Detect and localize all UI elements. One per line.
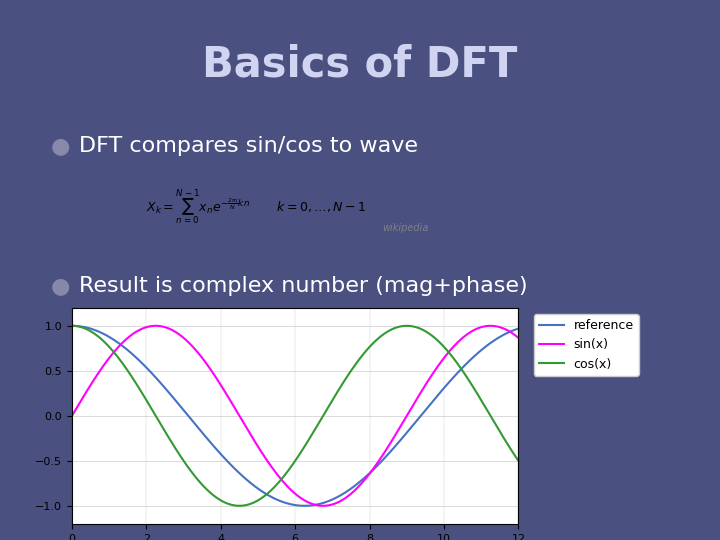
Text: wikipedia: wikipedia xyxy=(382,223,428,233)
cos(x) xyxy=(416,326,425,332)
cos(x) xyxy=(248,500,257,506)
sin(x) xyxy=(319,503,328,509)
Text: $X_k = \sum_{n=0}^{N-1} x_n e^{-\frac{2\pi i}{N}kn}$       $k=0,\ldots,N-1$: $X_k = \sum_{n=0}^{N-1} x_n e^{-\frac{2\… xyxy=(145,187,366,227)
sin(x) xyxy=(417,389,426,395)
sin(x) xyxy=(113,345,122,351)
Text: ●: ● xyxy=(50,276,70,296)
reference xyxy=(264,492,273,498)
cos(x) xyxy=(374,335,383,341)
reference xyxy=(424,403,433,409)
reference xyxy=(113,339,122,346)
sin(x) xyxy=(68,413,76,419)
Text: ●: ● xyxy=(50,136,70,156)
Legend: reference, sin(x), cos(x): reference, sin(x), cos(x) xyxy=(534,314,639,375)
cos(x) xyxy=(514,457,523,464)
sin(x) xyxy=(514,335,523,341)
sin(x) xyxy=(151,322,160,329)
cos(x) xyxy=(265,489,274,496)
Text: Basics of DFT: Basics of DFT xyxy=(202,43,518,85)
Text: DFT compares sin/cos to wave: DFT compares sin/cos to wave xyxy=(79,136,418,156)
cos(x) xyxy=(113,354,122,360)
cos(x) xyxy=(68,322,76,329)
reference xyxy=(416,413,425,419)
Line: reference: reference xyxy=(72,326,518,506)
Line: sin(x): sin(x) xyxy=(72,326,518,506)
reference xyxy=(374,461,383,467)
cos(x) xyxy=(235,503,244,509)
reference xyxy=(300,503,309,509)
sin(x) xyxy=(425,376,433,382)
reference xyxy=(514,326,523,332)
Text: Result is complex number (mag+phase): Result is complex number (mag+phase) xyxy=(79,276,528,296)
cos(x) xyxy=(424,330,433,336)
sin(x) xyxy=(265,460,274,467)
sin(x) xyxy=(248,435,257,442)
reference xyxy=(248,481,257,488)
reference xyxy=(68,322,76,329)
sin(x) xyxy=(375,457,384,463)
Line: cos(x): cos(x) xyxy=(72,326,518,506)
